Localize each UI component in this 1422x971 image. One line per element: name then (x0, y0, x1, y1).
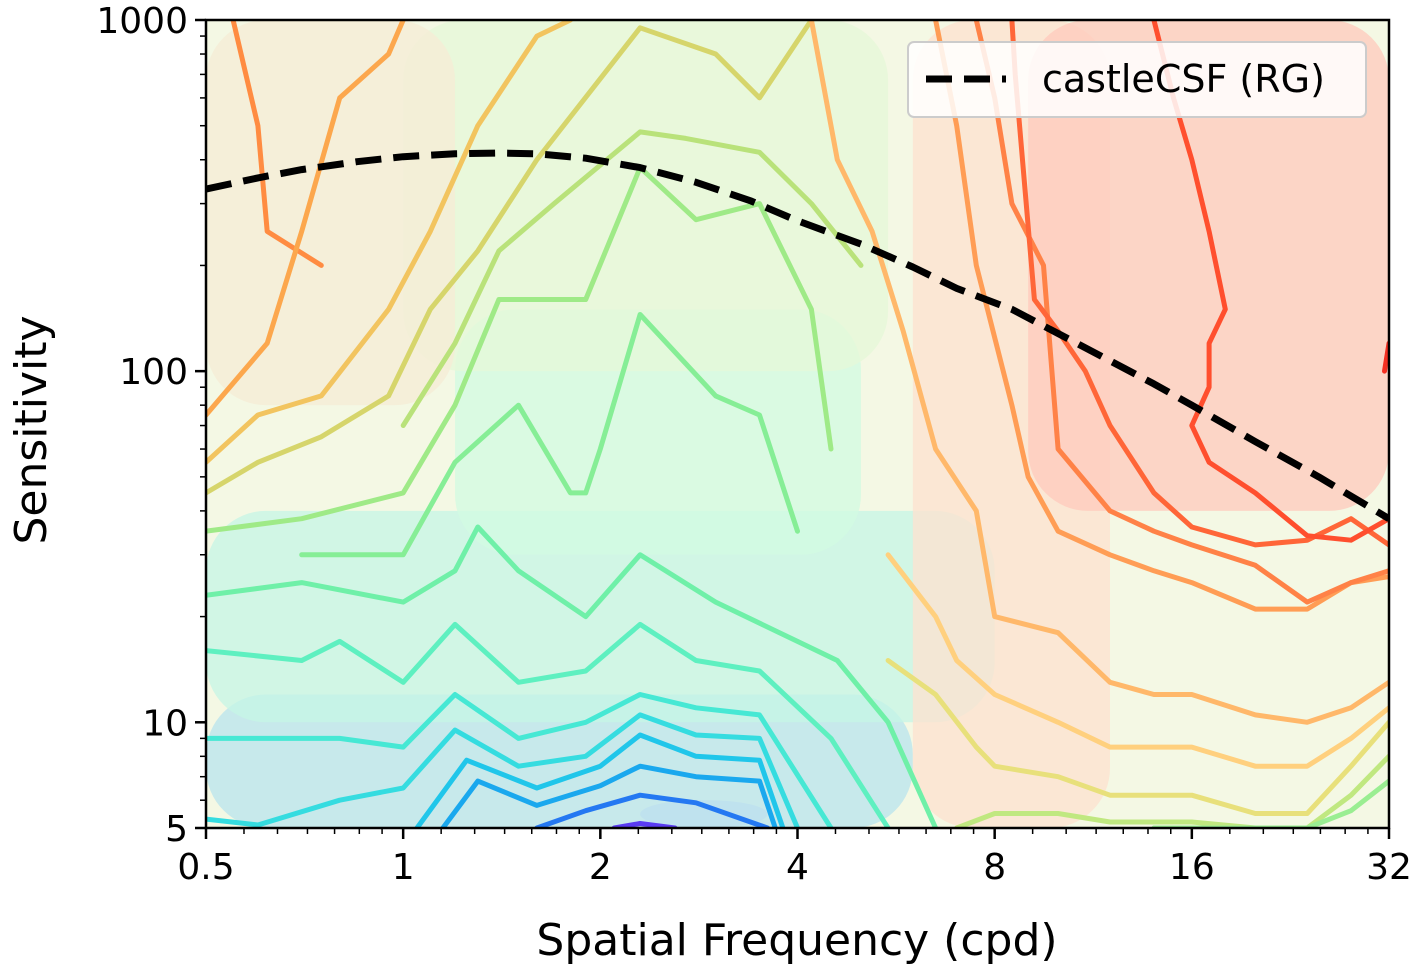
contour-line-13 (534, 792, 770, 828)
y-axis-label: Sensitivity (6, 315, 57, 544)
contour-fill-7 (1028, 20, 1389, 511)
contour-fill-4 (403, 20, 889, 372)
contour-line-18 (954, 753, 1389, 828)
contour-line-14 (611, 821, 678, 828)
x-tick-label: 2 (589, 847, 612, 888)
contour-fill-5 (206, 20, 456, 406)
series-line-castlecsf-rg (206, 149, 1389, 522)
contour-lines (206, 20, 1389, 828)
x-tick-label: 0.5 (177, 847, 234, 888)
y-tick-label: 10 (142, 703, 188, 744)
x-tick-label: 4 (786, 847, 809, 888)
contour-line-7 (206, 524, 939, 828)
contour-line-20 (933, 20, 1389, 612)
legend-box (907, 41, 1367, 118)
contour-line-23 (1151, 20, 1389, 543)
y-axis: 5 10 100 1000 (96, 1, 206, 850)
legend-entry-label: castleCSF (RG) (1042, 57, 1325, 101)
y-tick-label: 100 (119, 352, 188, 393)
contour-line-5 (206, 165, 834, 534)
x-axis-label: Spatial Frequency (cpd) (536, 915, 1057, 966)
contour-fill-2 (206, 510, 995, 723)
contour-line-9 (206, 692, 834, 828)
y-tick-label: 5 (165, 809, 188, 850)
legend: castleCSF (RG) (907, 41, 1367, 118)
x-axis: 0.5 1 2 4 8 16 32 (177, 828, 1412, 888)
x-tick-label: 1 (392, 847, 415, 888)
contour-line-4 (400, 129, 864, 428)
contour-line-15 (808, 20, 1389, 725)
contour-line-2 (206, 20, 573, 465)
series-layer (206, 149, 1389, 522)
contour-line-17 (885, 658, 1389, 816)
contour-line-6 (299, 312, 800, 558)
y-tick-label: 1000 (96, 1, 188, 42)
contour-line-8 (206, 621, 891, 828)
contour-line-11 (414, 732, 786, 828)
contour-line-10 (206, 712, 800, 828)
contour-line-16 (885, 552, 1389, 769)
contour-line-21 (973, 20, 1389, 605)
x-tick-label: 16 (1169, 847, 1215, 888)
contour-line-19 (1151, 778, 1389, 828)
contour-line-12 (440, 763, 778, 828)
x-tick-label: 32 (1366, 847, 1412, 888)
x-tick-label: 8 (983, 847, 1006, 888)
contour-line-3 (206, 20, 814, 496)
